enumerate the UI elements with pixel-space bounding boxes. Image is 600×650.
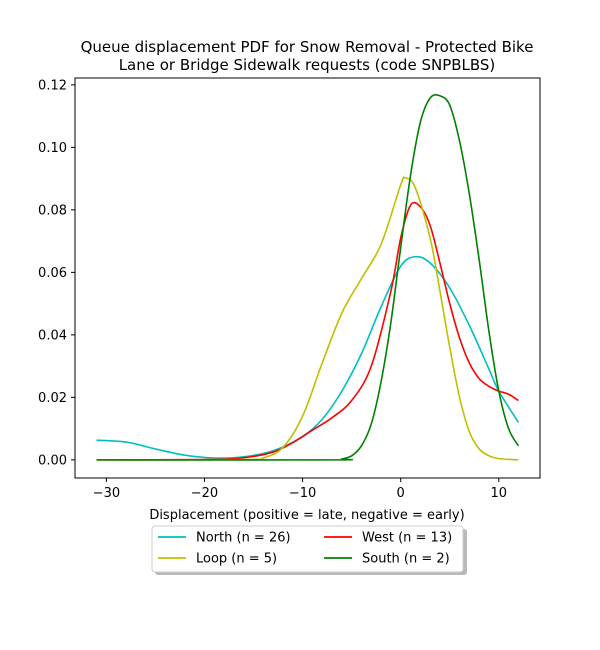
legend-label: West (n = 13) bbox=[362, 531, 452, 546]
x-tick-label: −20 bbox=[191, 486, 218, 501]
plot-area bbox=[74, 77, 541, 479]
series-line-south bbox=[96, 93, 520, 461]
series-layer bbox=[96, 93, 520, 461]
legend-label: Loop (n = 5) bbox=[196, 552, 277, 567]
x-axis-label: Displacement (positive = late, negative … bbox=[149, 508, 464, 523]
series-line-north bbox=[96, 255, 520, 459]
y-tick-label: 0.08 bbox=[38, 203, 67, 218]
legend-label: South (n = 2) bbox=[362, 552, 450, 567]
x-tick-label: −10 bbox=[289, 486, 316, 501]
x-tick-label: 0 bbox=[397, 486, 405, 501]
y-tick-label: 0.04 bbox=[38, 328, 67, 343]
legend-label: North (n = 26) bbox=[196, 531, 291, 546]
y-tick-label: 0.06 bbox=[38, 266, 67, 281]
x-axis-ticks: −30 −20 −10 0 10 bbox=[93, 478, 507, 501]
y-tick-label: 0.10 bbox=[38, 141, 67, 156]
legend-box bbox=[151, 525, 464, 573]
y-tick-label: 0.00 bbox=[38, 453, 67, 468]
x-tick-label: −30 bbox=[93, 486, 120, 501]
y-axis-ticks: 0.00 0.02 0.04 0.06 0.08 0.10 0.12 bbox=[38, 78, 75, 468]
y-tick-label: 0.02 bbox=[38, 391, 67, 406]
chart-title-line-2: Lane or Bridge Sidewalk requests (code S… bbox=[119, 56, 496, 74]
y-tick-label: 0.12 bbox=[38, 78, 67, 93]
x-tick-label: 10 bbox=[491, 486, 508, 501]
legend: North (n = 26) West (n = 13) Loop (n = 5) S… bbox=[151, 525, 467, 575]
series-line-loop bbox=[96, 176, 519, 461]
chart-title-line-1: Queue displacement PDF for Snow Removal … bbox=[81, 38, 534, 56]
